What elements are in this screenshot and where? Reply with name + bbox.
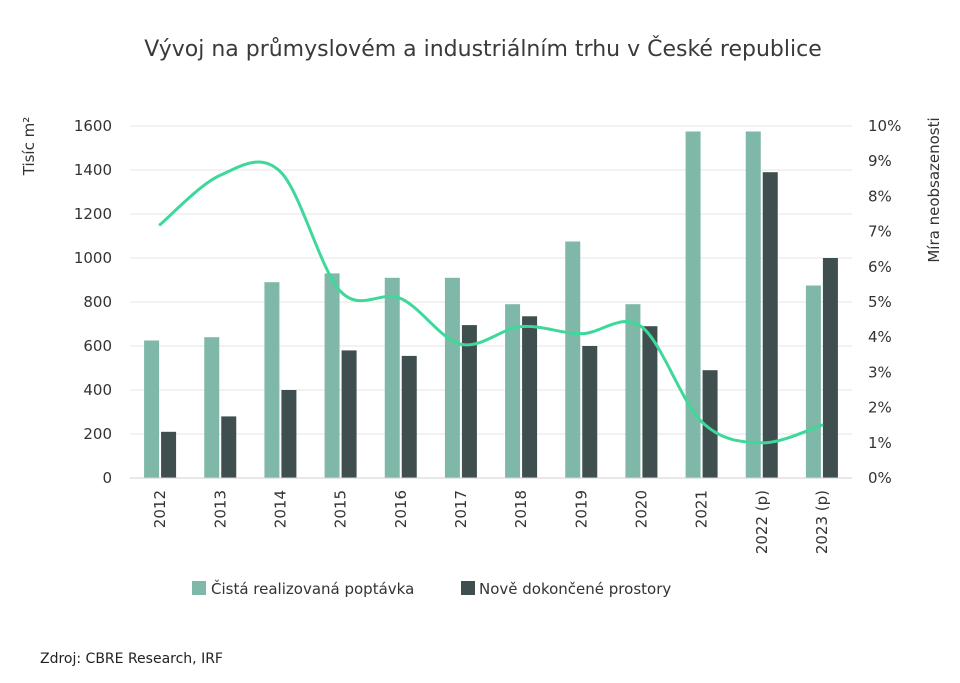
legend-swatch-demand — [192, 581, 206, 595]
y-tick-label: 0 — [102, 469, 112, 487]
y2-tick-label: 9% — [868, 152, 892, 170]
x-tick-label: 2019 — [572, 490, 590, 528]
bar-completions — [762, 172, 778, 478]
y2-tick-label: 10% — [868, 117, 901, 135]
bar-demand — [805, 285, 821, 478]
legend-label-completions: Nově dokončené prostory — [479, 580, 671, 598]
y2-tick-label: 1% — [868, 434, 892, 452]
source-note: Zdroj: CBRE Research, IRF — [40, 651, 223, 667]
x-tick-label: 2016 — [392, 490, 410, 528]
bar-demand — [384, 277, 400, 478]
y-axis-ticks: 0 200 400 600 800 1000 1200 1400 1600 — [74, 117, 112, 487]
y2-tick-label: 2% — [868, 399, 892, 417]
x-tick-label: 2020 — [632, 490, 650, 528]
x-tick-label: 2022 (p) — [753, 490, 771, 554]
bar-completions — [461, 325, 477, 478]
y2-tick-label: 7% — [868, 223, 892, 241]
y-tick-label: 1400 — [74, 161, 112, 179]
bar-completions — [401, 355, 417, 478]
y-tick-label: 1200 — [74, 205, 112, 223]
y-tick-label: 800 — [83, 293, 112, 311]
bar-demand — [144, 340, 160, 478]
bar-completions — [642, 326, 658, 478]
bar-completions — [582, 346, 598, 478]
bar-demand — [324, 273, 340, 478]
bar-demand — [204, 337, 220, 478]
y-tick-label: 200 — [83, 425, 112, 443]
y-tick-label: 600 — [83, 337, 112, 355]
bar-demand — [444, 277, 460, 478]
bar-demand — [565, 241, 581, 478]
bar-completions — [281, 390, 297, 478]
bars — [144, 131, 838, 478]
bar-completions — [341, 350, 357, 478]
y2-tick-label: 8% — [868, 187, 892, 205]
bar-demand — [264, 282, 280, 478]
legend-label-demand: Čistá realizovaná poptávka — [211, 579, 414, 598]
y2-tick-label: 3% — [868, 363, 892, 381]
vacancy-rate-line — [158, 160, 824, 445]
bar-completions — [702, 370, 718, 478]
y2-tick-label: 6% — [868, 258, 892, 276]
y-tick-label: 400 — [83, 381, 112, 399]
y-tick-label: 1000 — [74, 249, 112, 267]
y2-axis-ticks: 0% 1% 2% 3% 4% 5% 6% 7% 8% 9% 10% — [868, 117, 901, 487]
bar-completions — [522, 316, 538, 478]
bar-demand — [745, 131, 761, 478]
x-tick-label: 2021 — [693, 490, 711, 528]
x-tick-label: 2017 — [452, 490, 470, 528]
x-tick-label: 2013 — [211, 490, 229, 528]
x-tick-label: 2015 — [332, 490, 350, 528]
x-tick-label: 2023 (p) — [813, 490, 831, 554]
x-tick-label: 2012 — [151, 490, 169, 528]
bar-completions — [221, 416, 237, 478]
y-tick-label: 1600 — [74, 117, 112, 135]
y-axis-title: Tisíc m² — [20, 117, 38, 177]
x-axis-ticks: 2012 2013 2014 2015 2016 2017 2018 2019 2020 2021… — [151, 490, 831, 554]
x-tick-label: 2014 — [271, 490, 289, 528]
y2-tick-label: 0% — [868, 469, 892, 487]
bar-completions — [161, 431, 177, 478]
bar-demand — [685, 131, 701, 478]
gridlines — [130, 125, 852, 435]
y2-axis-title: Míra neobsazenosti — [925, 117, 943, 262]
legend: Čistá realizovaná poptávka Nově dokončen… — [192, 579, 671, 598]
chart-title: Vývoj na průmyslovém a industriálním trh… — [144, 36, 822, 62]
y2-tick-label: 5% — [868, 293, 892, 311]
x-tick-label: 2018 — [512, 490, 530, 528]
legend-swatch-completions — [461, 581, 475, 595]
vacancy-line-group — [158, 160, 824, 445]
bar-demand — [625, 304, 641, 478]
bar-demand — [505, 304, 521, 478]
y2-tick-label: 4% — [868, 328, 892, 346]
bar-completions — [822, 258, 838, 478]
